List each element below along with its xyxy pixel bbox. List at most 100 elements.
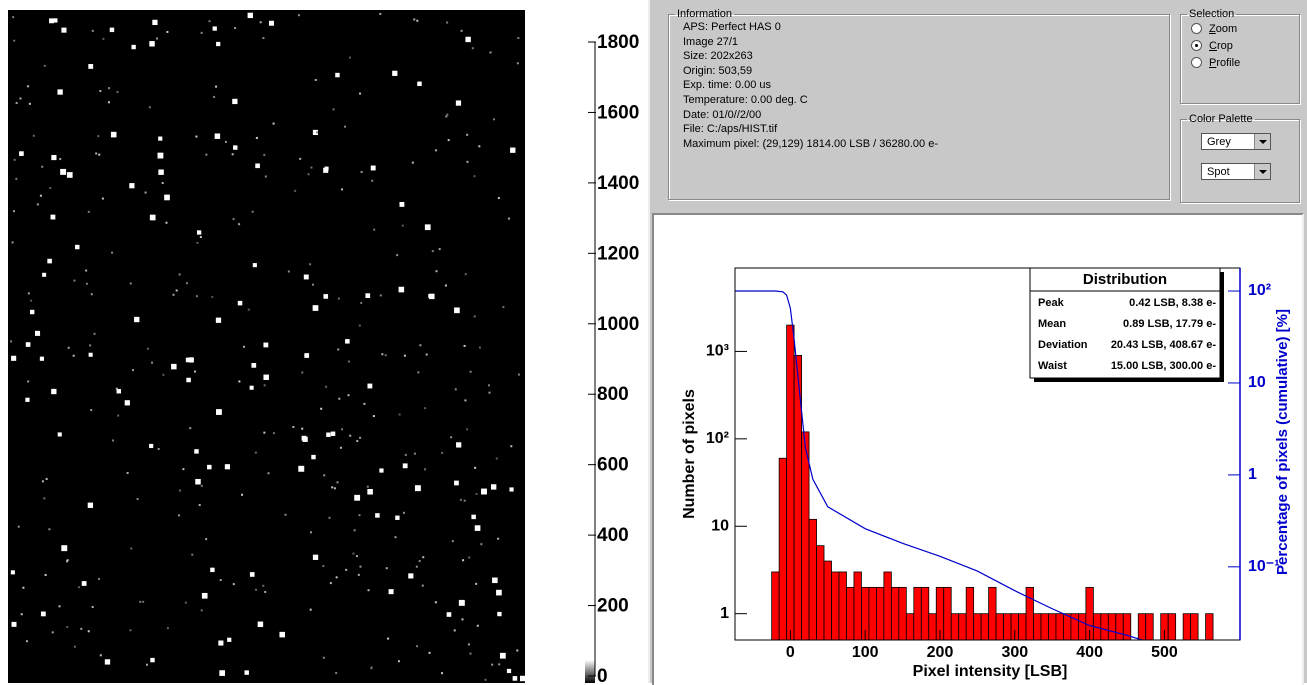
image-pixel bbox=[320, 408, 322, 410]
image-pixel bbox=[413, 18, 415, 20]
image-pixel bbox=[450, 436, 452, 438]
image-pixel bbox=[345, 339, 350, 344]
image-pixel bbox=[464, 345, 466, 347]
image-pixel bbox=[273, 432, 275, 434]
histogram-bar bbox=[824, 561, 831, 640]
histogram-bar bbox=[854, 572, 861, 640]
image-pixel bbox=[209, 20, 211, 22]
image-pixel bbox=[269, 21, 274, 26]
image-pixel bbox=[142, 601, 144, 603]
image-pixel bbox=[35, 331, 40, 336]
image-pixel bbox=[262, 585, 264, 587]
image-pixel bbox=[334, 487, 336, 489]
y-tick-label: 10³ bbox=[706, 343, 729, 360]
image-pixel bbox=[492, 578, 498, 584]
image-pixel bbox=[216, 318, 221, 323]
histogram-bar bbox=[929, 614, 936, 640]
image-pixel bbox=[298, 14, 300, 16]
histogram-bar bbox=[914, 587, 921, 640]
image-pixel bbox=[326, 432, 330, 436]
image-pixel bbox=[469, 653, 471, 655]
image-pixel bbox=[500, 653, 506, 659]
image-pixel bbox=[335, 73, 339, 77]
image-pixel bbox=[89, 344, 91, 346]
image-pixel bbox=[479, 347, 481, 349]
image-pixel bbox=[88, 630, 90, 632]
image-pixel bbox=[263, 375, 268, 380]
image-pixel bbox=[466, 428, 468, 430]
y2-tick-label: 10 bbox=[1248, 374, 1266, 391]
colorbar-tick-label: 400 bbox=[597, 525, 629, 546]
histogram-bar bbox=[876, 587, 883, 640]
image-pixel bbox=[358, 514, 360, 516]
image-pixel bbox=[284, 514, 286, 516]
image-pixel bbox=[348, 394, 350, 396]
image-pixel bbox=[422, 585, 424, 587]
x-tick-label: 200 bbox=[927, 644, 954, 661]
image-pixel bbox=[429, 652, 431, 654]
image-pixel bbox=[330, 582, 332, 584]
stats-key: Waist bbox=[1038, 360, 1067, 372]
image-pixel bbox=[419, 560, 421, 562]
page: Information APS: Perfect HAS 0Image 27/1… bbox=[0, 0, 1307, 683]
image-pixel bbox=[507, 669, 511, 673]
image-pixel bbox=[392, 71, 397, 76]
image-pixel bbox=[517, 62, 519, 64]
image-pixel bbox=[446, 114, 448, 116]
colorbar-tick-label: 800 bbox=[597, 384, 629, 405]
image-pixel bbox=[200, 236, 202, 238]
image-pixel bbox=[329, 517, 331, 519]
image-pixel bbox=[478, 145, 480, 147]
image-pixel bbox=[195, 136, 197, 138]
image-pixel bbox=[459, 600, 465, 606]
image-pixel bbox=[37, 203, 39, 205]
image-pixel bbox=[359, 93, 361, 95]
image-pixel bbox=[301, 371, 303, 373]
image-pixel bbox=[298, 466, 304, 472]
stats-value: 20.43 LSB, 408.67 e- bbox=[1111, 339, 1217, 351]
image-pixel bbox=[336, 576, 338, 578]
image-pixel bbox=[465, 273, 467, 275]
image-pixel bbox=[59, 605, 61, 607]
image-pixel bbox=[484, 679, 486, 681]
image-pixel bbox=[323, 474, 325, 476]
image-pixel bbox=[373, 229, 375, 231]
image-pixel bbox=[304, 275, 309, 280]
image-pixel bbox=[348, 361, 350, 363]
image-pixel bbox=[205, 154, 207, 156]
image-pixel bbox=[14, 159, 16, 161]
image-pixel bbox=[182, 468, 184, 470]
stats-key: Deviation bbox=[1038, 339, 1088, 351]
image-pixel bbox=[358, 574, 360, 576]
image-pixel bbox=[363, 403, 365, 405]
y-tick-label: 1 bbox=[720, 605, 729, 622]
image-pixel bbox=[470, 371, 472, 373]
image-pixel bbox=[88, 503, 93, 508]
image-pixel bbox=[381, 353, 383, 355]
image-pixel bbox=[158, 153, 164, 159]
image-pixel bbox=[85, 270, 87, 272]
image-pixel bbox=[454, 307, 460, 313]
image-pixel bbox=[263, 432, 265, 434]
image-pixel bbox=[468, 643, 470, 645]
image-pixel bbox=[256, 137, 258, 139]
image-pixel bbox=[25, 398, 29, 402]
image-pixel bbox=[44, 65, 46, 67]
image-pixel bbox=[165, 222, 167, 224]
image-pixel bbox=[238, 223, 240, 225]
image-pixel bbox=[197, 230, 201, 234]
image-pixel bbox=[426, 354, 428, 356]
image-pixel bbox=[379, 468, 383, 472]
image-pixel bbox=[90, 409, 92, 411]
image-pixel bbox=[310, 609, 312, 611]
image-pixel bbox=[460, 499, 462, 501]
image-pixel bbox=[448, 139, 450, 141]
image-pixel bbox=[367, 384, 372, 389]
image-pixel bbox=[371, 180, 373, 182]
image-pixel bbox=[26, 342, 31, 347]
image-pixel bbox=[98, 154, 100, 156]
image-pixel bbox=[352, 553, 354, 555]
image-pixel bbox=[18, 526, 20, 528]
image-pixel bbox=[105, 659, 110, 664]
stats-title: Distribution bbox=[1083, 271, 1167, 288]
